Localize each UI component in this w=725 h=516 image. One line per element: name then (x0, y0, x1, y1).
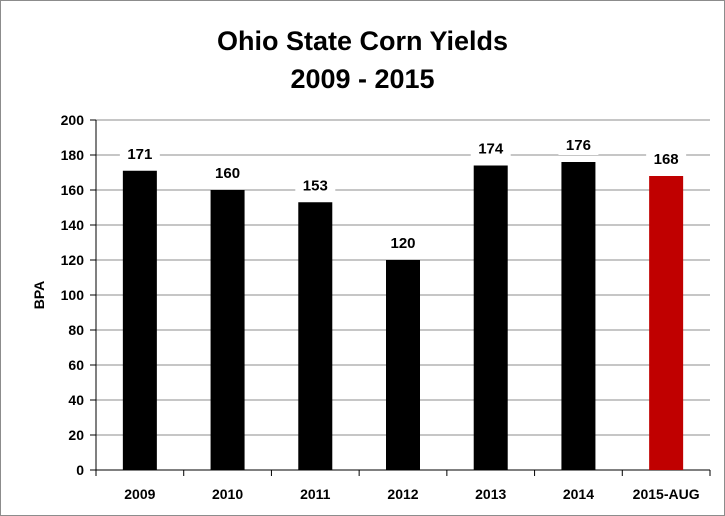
y-tick-label: 0 (76, 462, 84, 478)
data-label-bg (646, 149, 687, 169)
data-label-bg (383, 233, 423, 253)
data-label-2011: 153 (303, 177, 328, 194)
bar-2014 (561, 162, 596, 470)
data-label-2012: 120 (390, 235, 415, 252)
y-tick-label: 200 (61, 112, 85, 128)
x-tick-label-2013: 2013 (475, 486, 506, 502)
y-tick-label: 60 (68, 357, 84, 373)
y-tick-label: 120 (61, 252, 85, 268)
y-tick-label: 40 (68, 392, 84, 408)
y-tick-label: 140 (61, 217, 85, 233)
x-tick-label-2011: 2011 (300, 486, 331, 502)
x-tick-label-2012: 2012 (387, 486, 418, 502)
y-tick-label: 20 (68, 427, 84, 443)
data-label-2010: 160 (215, 165, 240, 182)
data-label-bg (558, 135, 599, 155)
chart-subtitle-line: 2009 - 2015 (290, 64, 435, 94)
chart-title: Ohio State Corn Yields 2009 - 2015 (0, 22, 725, 98)
data-label-2009: 171 (127, 146, 152, 163)
x-tick-labels: 2009 2010 2011 2012 2013 2014 2015-AUG (124, 486, 699, 502)
x-tick-label-2015-aug: 2015-AUG (633, 486, 700, 502)
data-label-bg (119, 143, 160, 164)
data-label-2015-aug: 168 (654, 151, 679, 168)
y-tick-label: 100 (61, 287, 85, 303)
data-label-2014: 176 (566, 137, 591, 154)
data-label-bg (295, 175, 336, 196)
y-tick-label: 160 (61, 182, 85, 198)
bars (122, 162, 684, 470)
bar-2009 (122, 170, 157, 470)
x-tick-label-2009: 2009 (124, 486, 155, 502)
x-tick-label-2014: 2014 (563, 486, 594, 502)
bar-2012 (386, 260, 420, 470)
data-label-bg (470, 138, 511, 159)
bar-2015-aug (649, 176, 684, 470)
y-axis-label: BPA (31, 281, 47, 310)
data-labels: 171 160 153 120 174 176 168 (119, 135, 687, 253)
x-tick-label-2010: 2010 (212, 486, 243, 502)
bar-2013 (473, 165, 508, 470)
chart-title-line: Ohio State Corn Yields (216, 26, 509, 56)
bar-2011 (298, 202, 333, 470)
y-tick-label: 180 (61, 147, 85, 163)
y-tick-labels: 0 20 40 60 80 100 120 140 160 180 200 (61, 112, 85, 478)
bar-2010 (210, 190, 245, 470)
y-tick-label: 80 (68, 322, 84, 338)
data-label-bg (207, 163, 248, 183)
data-label-2013: 174 (478, 141, 504, 158)
